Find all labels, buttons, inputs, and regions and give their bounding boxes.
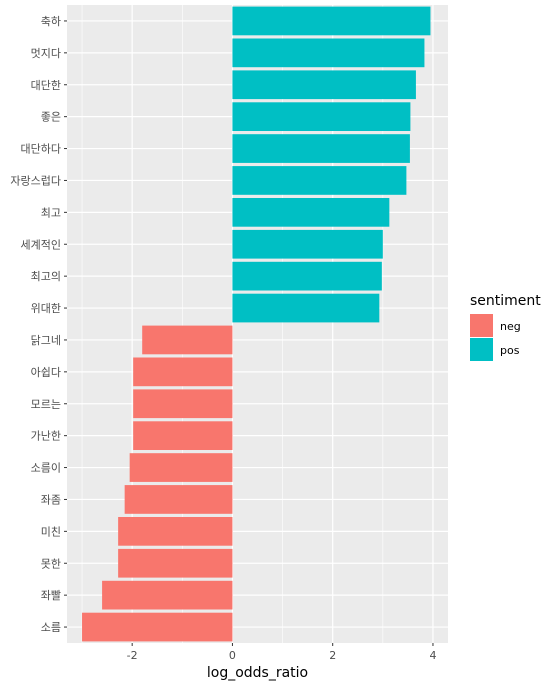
y-tick-label: 세계적인 [21, 238, 61, 251]
bar-neg [102, 581, 232, 610]
y-tick-label: 미친 [41, 525, 61, 538]
y-tick-label: 모르는 [31, 398, 61, 411]
bar-pos [232, 102, 410, 131]
y-tick-label: 좌빨 [41, 589, 61, 602]
y-tick-label: 좌좀 [41, 493, 61, 506]
bar-pos [232, 294, 379, 323]
legend-title: sentiment [470, 293, 541, 309]
legend-key-pos [470, 338, 493, 361]
legend-key-neg [470, 314, 493, 337]
bar-pos [232, 38, 424, 67]
bar-neg [133, 389, 232, 418]
y-tick-label: 최고의 [31, 270, 61, 283]
legend-label-neg: neg [500, 320, 521, 333]
y-tick-labels: 축하멋지다대단한좋은대단하다자랑스럽다최고세계적인최고의위대한닭그네아쉽다모르는… [10, 14, 67, 634]
y-tick-label: 자랑스럽다 [10, 173, 61, 187]
legend-label-pos: pos [500, 344, 520, 357]
y-tick-label: 못한 [41, 557, 61, 570]
bar-neg [142, 326, 232, 355]
y-tick-label: 가난한 [31, 430, 61, 443]
y-tick-label: 최고 [41, 206, 61, 219]
y-tick-label: 축하 [41, 14, 61, 28]
bar-neg [82, 613, 232, 642]
bar-neg [133, 357, 232, 386]
y-tick-label: 소름 [41, 621, 61, 634]
x-axis-title: log_odds_ratio [207, 665, 308, 681]
y-tick-label: 멋지다 [31, 47, 61, 60]
x-tick-label: 2 [329, 649, 336, 662]
y-tick-label: 소름이 [31, 462, 61, 475]
x-tick-label: 4 [429, 649, 436, 662]
x-ticks: -2 0 2 4 [127, 643, 437, 662]
bar-pos [232, 7, 430, 36]
bar-pos [232, 166, 406, 195]
y-tick-label: 대단한 [31, 79, 61, 92]
bar-pos [232, 70, 415, 99]
bar-pos [232, 262, 381, 291]
bar-pos [232, 230, 382, 259]
plot-panel [67, 5, 448, 643]
bar-neg [125, 485, 233, 514]
bar-pos [232, 134, 409, 163]
bar-neg [133, 421, 232, 450]
bar-pos [232, 198, 389, 227]
x-tick-label: 0 [229, 649, 236, 662]
x-tick-label: -2 [127, 649, 138, 662]
y-tick-label: 닭그네 [31, 334, 61, 347]
y-tick-label: 대단하다 [21, 142, 61, 156]
bar-neg [118, 517, 232, 546]
bar-neg [118, 549, 232, 578]
bar-neg [130, 453, 233, 482]
y-tick-label: 위대한 [31, 302, 61, 315]
y-tick-label: 좋은 [41, 111, 61, 124]
legend: sentiment neg pos [470, 293, 541, 361]
y-tick-label: 아쉽다 [31, 366, 61, 379]
